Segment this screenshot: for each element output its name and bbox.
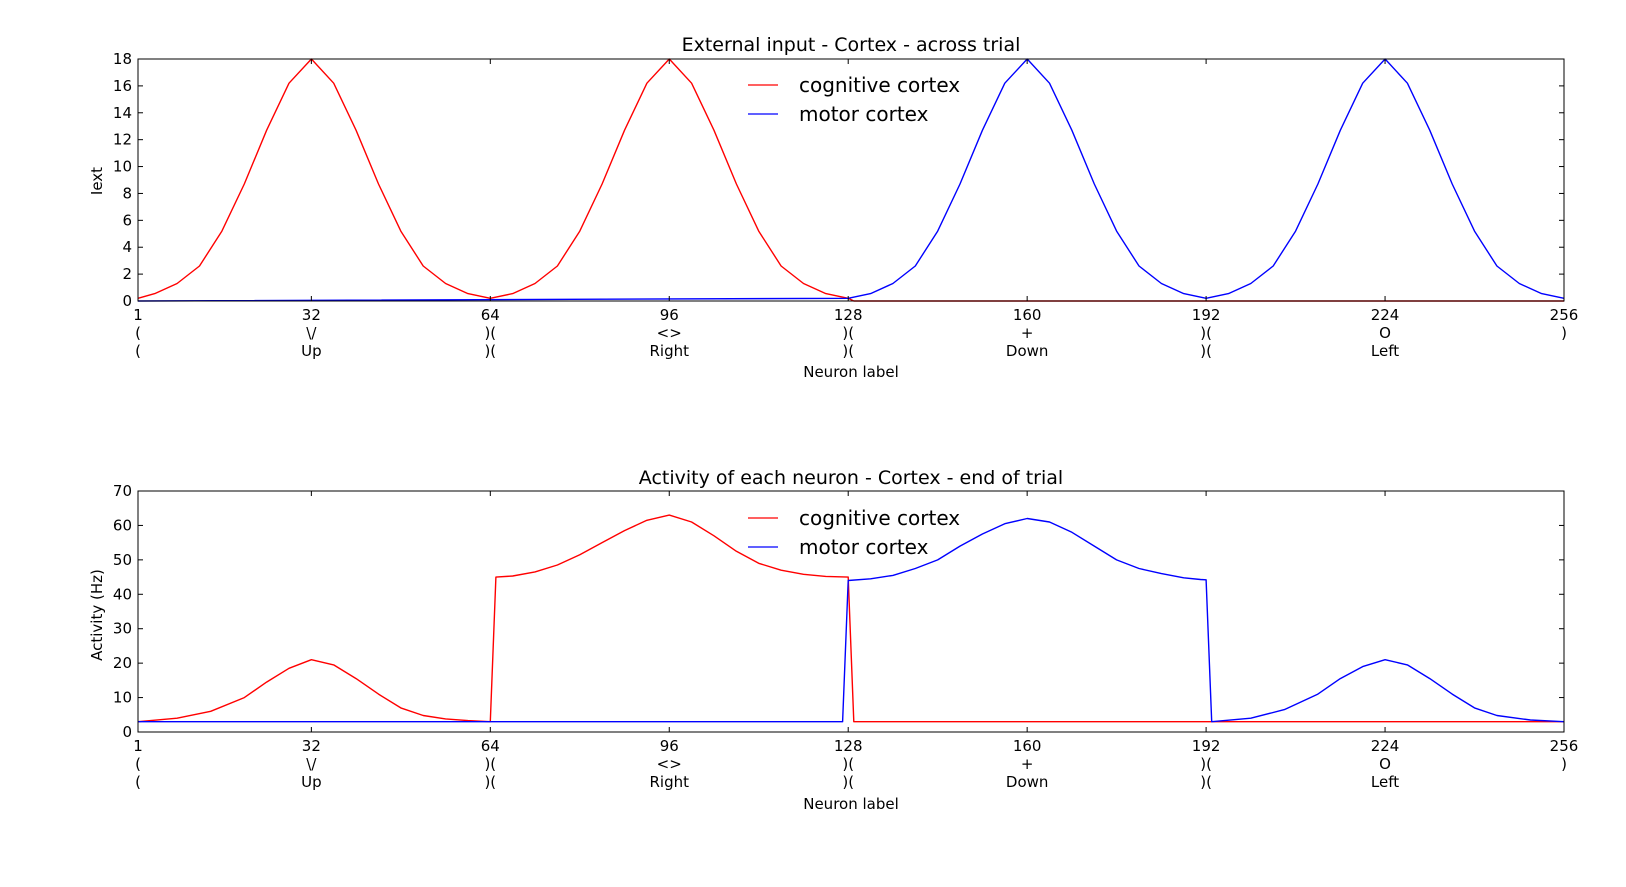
x-tick-label: 128 <box>834 306 863 324</box>
x-tick-label: + <box>1021 324 1034 342</box>
x-tick-label: 64 <box>481 306 500 324</box>
x-tick-label: 96 <box>660 306 679 324</box>
x-tick-label: Down <box>1006 773 1049 791</box>
x-tick-label: )( <box>1200 342 1212 360</box>
x-tick-label: ) <box>1561 324 1567 342</box>
x-tick-label: Right <box>650 342 690 360</box>
series-line-motor-cortex <box>138 517 1565 723</box>
x-tick-label: 224 <box>1371 737 1400 755</box>
y-axis-label: Iext <box>88 167 106 195</box>
x-tick-label: )( <box>1200 755 1212 773</box>
x-tick-label: 256 <box>1550 306 1579 324</box>
y-tick-label: 50 <box>113 551 132 569</box>
x-tick-label: 32 <box>302 737 321 755</box>
series-line-cognitive-cortex <box>137 58 1564 302</box>
y-tick-label: 0 <box>122 723 132 741</box>
x-tick-label: )( <box>1200 324 1212 342</box>
x-tick-label: O <box>1379 755 1391 773</box>
y-tick-label: 8 <box>122 184 132 202</box>
chart-title: Activity of each neuron - Cortex - end o… <box>639 467 1063 489</box>
x-tick-label: 192 <box>1192 737 1221 755</box>
legend: cognitive cortex motor cortex <box>748 73 960 126</box>
x-tick-label: 256 <box>1550 737 1579 755</box>
x-tick-label: Up <box>301 773 322 791</box>
chart-neuron-activity: Activity of each neuron - Cortex - end o… <box>88 467 1578 813</box>
x-tick-label: ( <box>135 324 141 342</box>
chart-title: External input - Cortex - across trial <box>682 34 1021 56</box>
y-tick-label: 18 <box>113 50 132 68</box>
x-tick-label: <> <box>657 324 682 342</box>
y-tick-label: 60 <box>113 516 132 534</box>
x-tick-label: O <box>1379 324 1391 342</box>
x-tick-label: Down <box>1006 342 1049 360</box>
x-tick-label: )( <box>842 342 854 360</box>
legend: cognitive cortex motor cortex <box>748 506 960 559</box>
x-tick-label: ( <box>135 755 141 773</box>
x-tick-label: 160 <box>1013 737 1042 755</box>
y-tick-label: 16 <box>113 77 132 95</box>
x-tick-label: 160 <box>1013 306 1042 324</box>
x-tick-label: ) <box>1561 755 1567 773</box>
y-tick-label: 70 <box>113 482 132 500</box>
x-tick-label: 96 <box>660 737 679 755</box>
y-tick-label: 10 <box>113 158 132 176</box>
legend-label-motor: motor cortex <box>799 535 929 559</box>
x-tick-label: + <box>1021 755 1034 773</box>
x-tick-label: Left <box>1371 773 1399 791</box>
x-tick-label: \/ <box>306 755 317 773</box>
y-tick-label: 14 <box>113 104 132 122</box>
x-tick-label: )( <box>842 755 854 773</box>
y-tick-label: 20 <box>113 654 132 672</box>
y-tick-label: 10 <box>113 689 132 707</box>
x-tick-label: Right <box>650 773 690 791</box>
y-tick-label: 40 <box>113 585 132 603</box>
y-tick-label: 12 <box>113 131 132 149</box>
x-tick-label: )( <box>842 773 854 791</box>
plot-frame <box>137 490 1565 733</box>
legend-label-motor: motor cortex <box>799 102 929 126</box>
x-tick-label: 64 <box>481 737 500 755</box>
y-tick-label: 4 <box>122 238 132 256</box>
y-tick-label: 6 <box>122 211 132 229</box>
y-tick-label: 0 <box>122 292 132 310</box>
series-line-cognitive-cortex <box>137 514 1564 723</box>
x-tick-label: )( <box>842 324 854 342</box>
x-tick-label: 128 <box>834 737 863 755</box>
x-tick-label: )( <box>1200 773 1212 791</box>
x-axis-label: Neuron label <box>803 363 899 381</box>
x-tick-label: ( <box>135 773 141 791</box>
x-tick-label: 1 <box>133 737 143 755</box>
x-tick-label: )( <box>484 342 496 360</box>
y-tick-label: 30 <box>113 620 132 638</box>
x-tick-label: )( <box>484 755 496 773</box>
x-tick-label: ( <box>135 342 141 360</box>
x-tick-label: 32 <box>302 306 321 324</box>
y-axis-label: Activity (Hz) <box>88 569 106 661</box>
x-tick-label: )( <box>484 324 496 342</box>
series-line-motor-cortex <box>137 58 1565 302</box>
x-axis-label: Neuron label <box>803 795 899 813</box>
x-tick-label: <> <box>657 755 682 773</box>
x-tick-label: Up <box>301 342 322 360</box>
x-tick-label: Left <box>1371 342 1399 360</box>
x-tick-label: 224 <box>1371 306 1400 324</box>
x-tick-label: 1 <box>133 306 143 324</box>
plot-frame <box>137 58 1565 302</box>
x-tick-label: \/ <box>306 324 317 342</box>
chart-external-input: External input - Cortex - across trial I… <box>88 34 1578 381</box>
legend-label-cognitive: cognitive cortex <box>799 73 960 97</box>
y-tick-label: 2 <box>122 265 132 283</box>
x-tick-label: )( <box>484 773 496 791</box>
legend-label-cognitive: cognitive cortex <box>799 506 960 530</box>
x-tick-label: 192 <box>1192 306 1221 324</box>
